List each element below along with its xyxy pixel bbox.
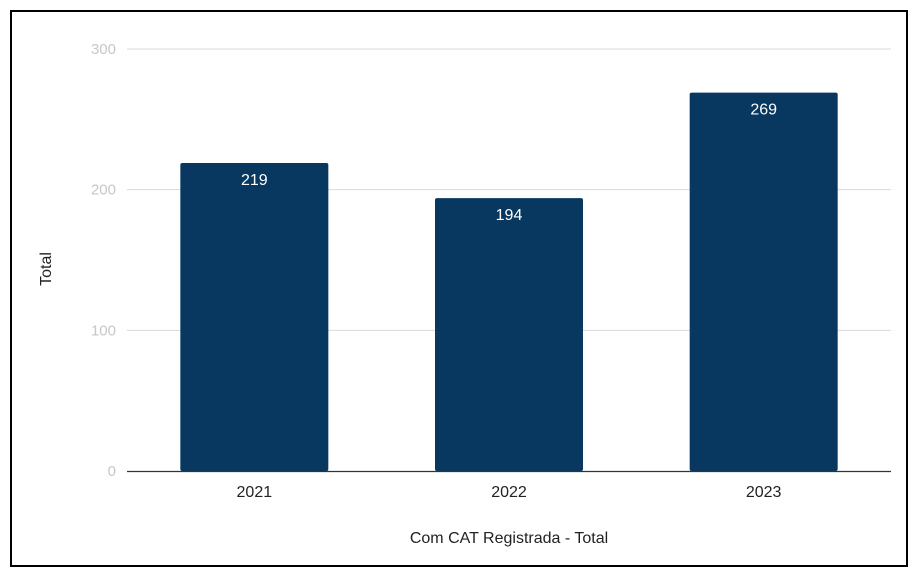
bars [180, 92, 838, 472]
data-label-2021: 219 [241, 172, 268, 189]
y-tick-label: 200 [91, 182, 116, 199]
y-tick-label: 0 [108, 463, 116, 480]
data-labels: 219 194 269 [241, 102, 777, 225]
data-label-2023: 269 [750, 102, 777, 119]
y-tick-label: 300 [91, 41, 116, 58]
x-axis-ticks: 2021 2022 2023 [237, 484, 782, 501]
bar-2021 [180, 162, 329, 471]
x-axis-title: Com CAT Registrada - Total [410, 530, 608, 547]
y-tick-label: 100 [91, 322, 116, 339]
bar-2023 [689, 92, 838, 472]
data-label-2022: 194 [496, 207, 523, 224]
y-axis-title: Total [38, 252, 55, 286]
x-tick-label: 2021 [237, 484, 273, 501]
bar-2022 [435, 198, 583, 471]
x-tick-label: 2023 [746, 484, 782, 501]
x-tick-label: 2022 [491, 484, 527, 501]
y-axis-ticks: 0 100 200 300 [91, 41, 116, 480]
